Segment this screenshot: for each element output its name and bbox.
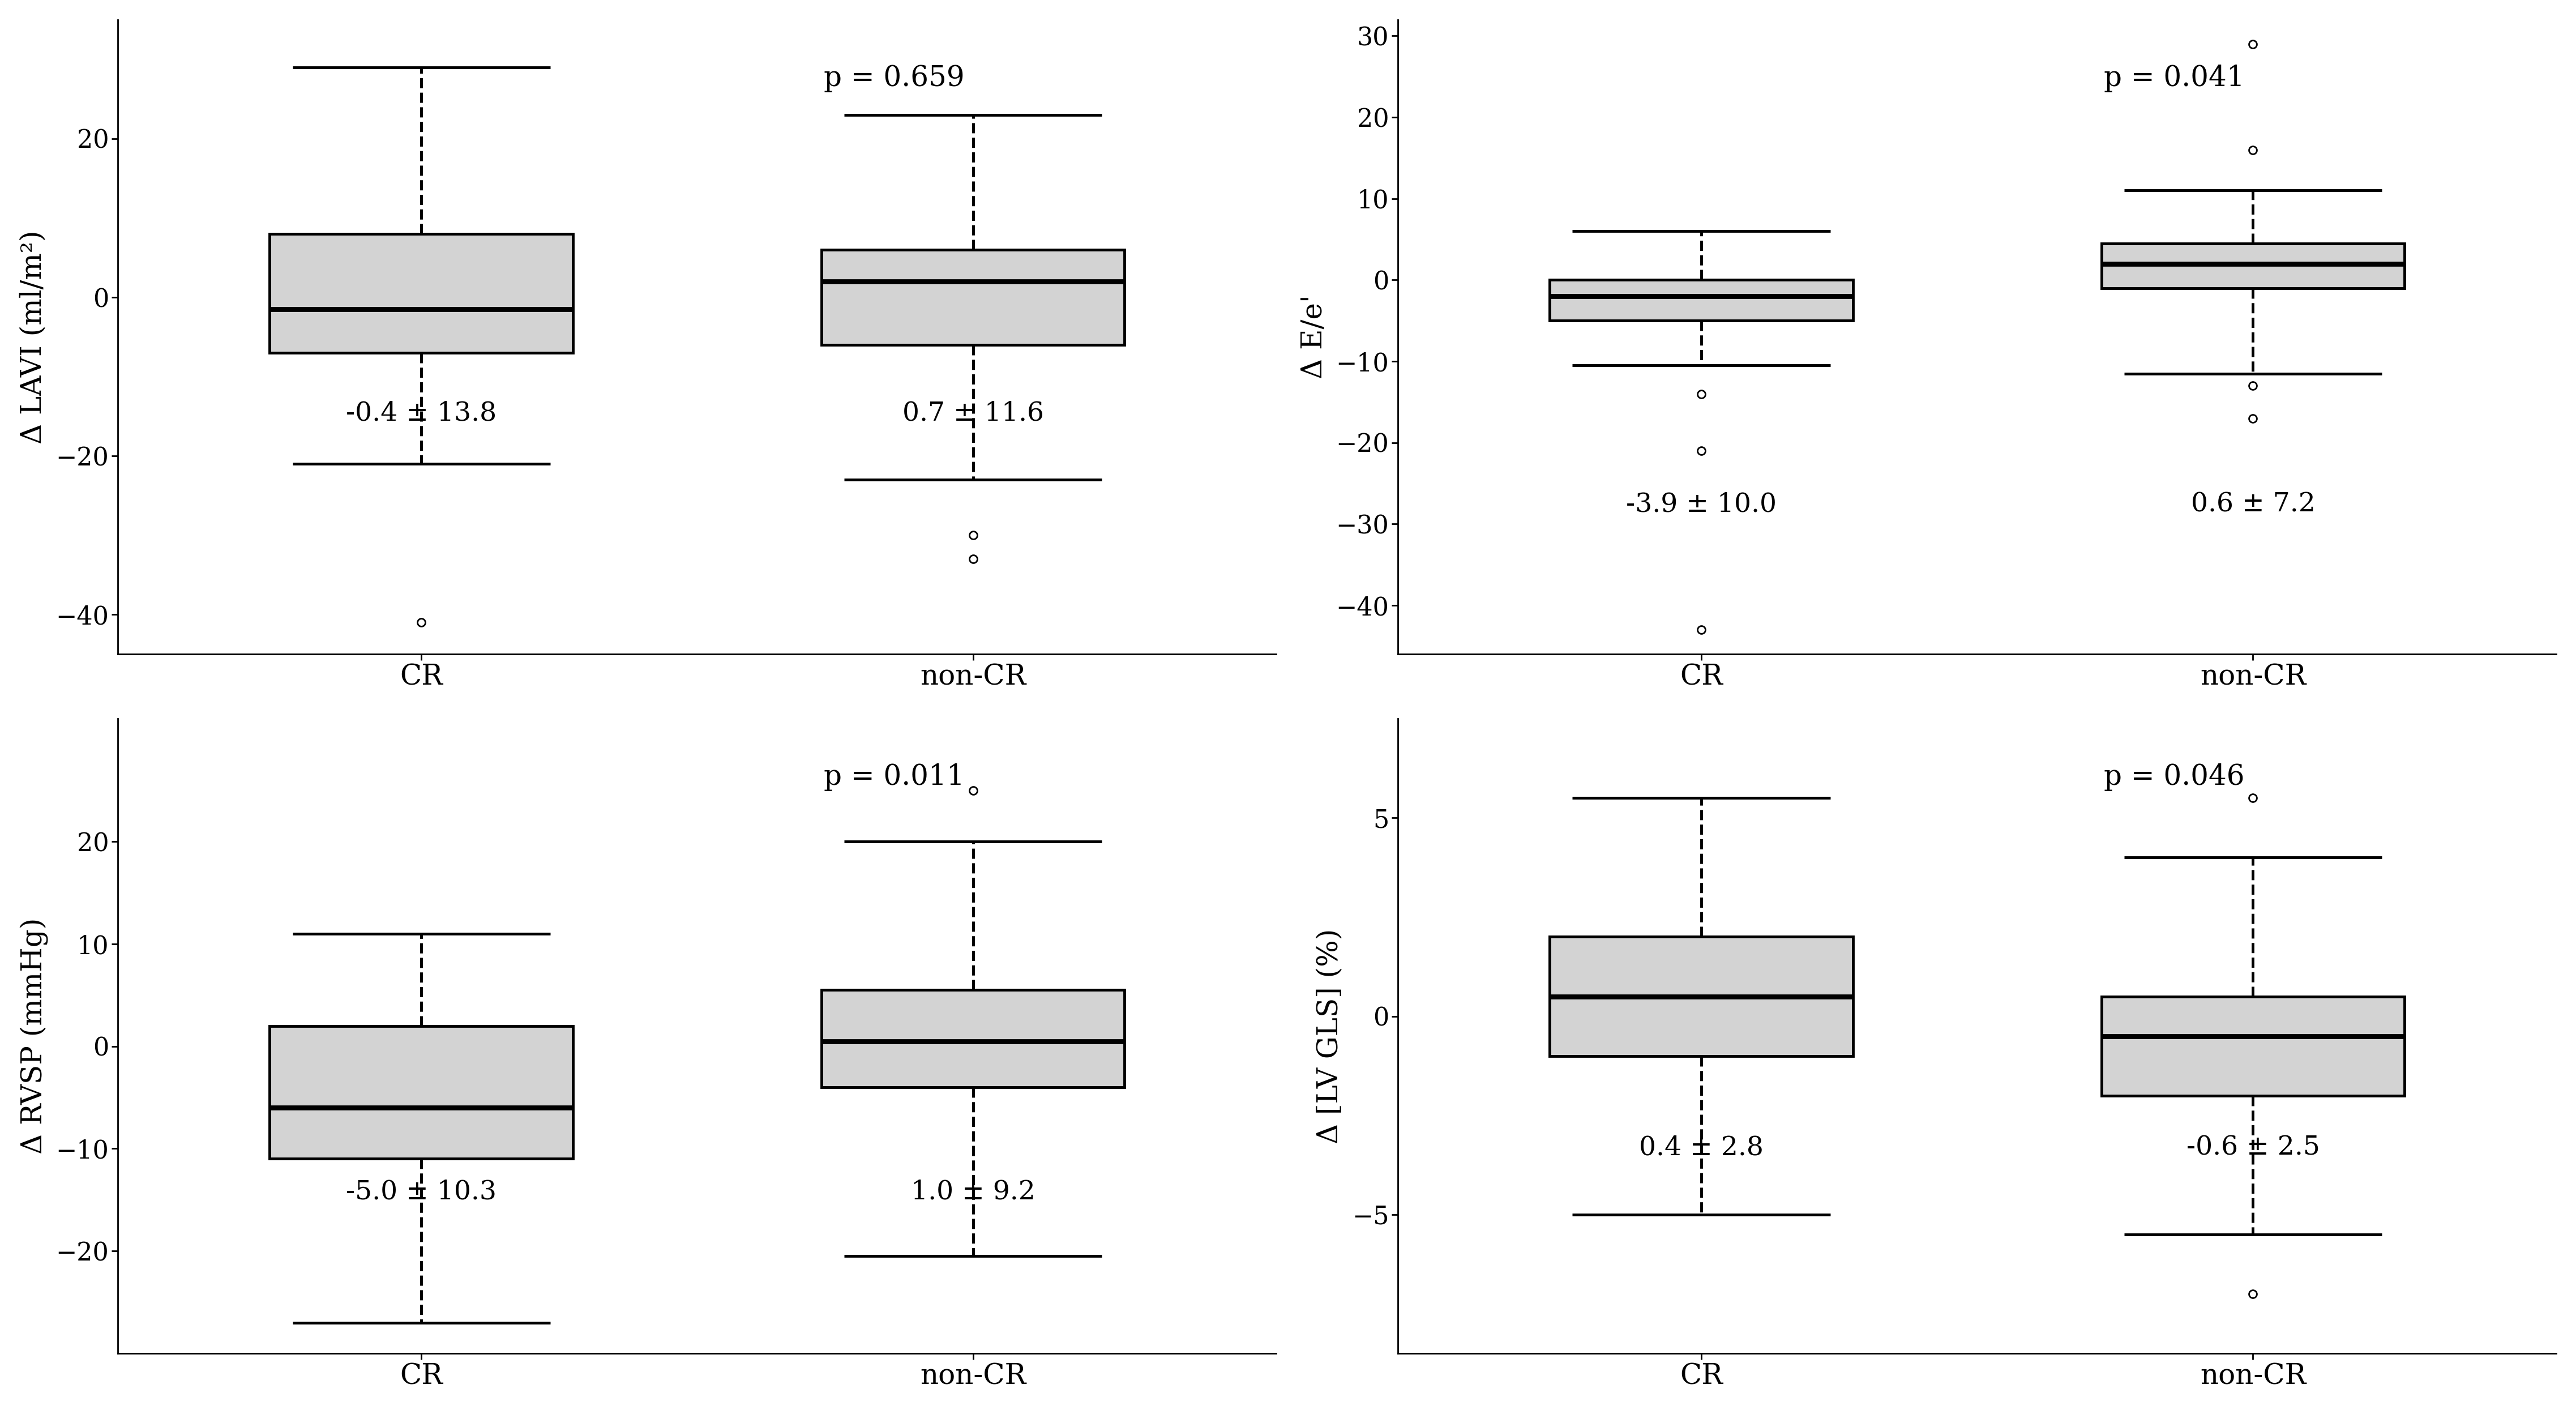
Text: -3.9 ± 10.0: -3.9 ± 10.0	[1625, 492, 1777, 517]
Text: 1.0 ± 9.2: 1.0 ± 9.2	[912, 1179, 1036, 1206]
Text: -0.6 ± 2.5: -0.6 ± 2.5	[2187, 1135, 2321, 1160]
Text: 0.4 ± 2.8: 0.4 ± 2.8	[1638, 1135, 1765, 1160]
FancyBboxPatch shape	[822, 990, 1126, 1087]
Y-axis label: Δ [LV GLS] (%): Δ [LV GLS] (%)	[1316, 928, 1345, 1144]
Text: -5.0 ± 10.3: -5.0 ± 10.3	[345, 1179, 497, 1206]
FancyBboxPatch shape	[270, 1026, 572, 1159]
FancyBboxPatch shape	[1551, 281, 1852, 320]
Text: 0.7 ± 11.6: 0.7 ± 11.6	[902, 400, 1043, 426]
Y-axis label: Δ E/e': Δ E/e'	[1301, 295, 1327, 379]
Y-axis label: Δ RVSP (mmHg): Δ RVSP (mmHg)	[21, 918, 49, 1155]
Text: -0.4 ± 13.8: -0.4 ± 13.8	[345, 400, 497, 426]
Text: 0.6 ± 7.2: 0.6 ± 7.2	[2190, 492, 2316, 517]
Y-axis label: Δ LAVI (ml/m²): Δ LAVI (ml/m²)	[21, 230, 49, 444]
Text: p = 0.041: p = 0.041	[2105, 63, 2244, 92]
Text: p = 0.659: p = 0.659	[824, 63, 963, 92]
Text: p = 0.011: p = 0.011	[824, 763, 963, 791]
FancyBboxPatch shape	[2102, 997, 2403, 1096]
Text: p = 0.046: p = 0.046	[2105, 763, 2244, 791]
FancyBboxPatch shape	[1551, 936, 1852, 1056]
FancyBboxPatch shape	[2102, 244, 2403, 288]
FancyBboxPatch shape	[270, 234, 572, 353]
FancyBboxPatch shape	[822, 250, 1126, 345]
